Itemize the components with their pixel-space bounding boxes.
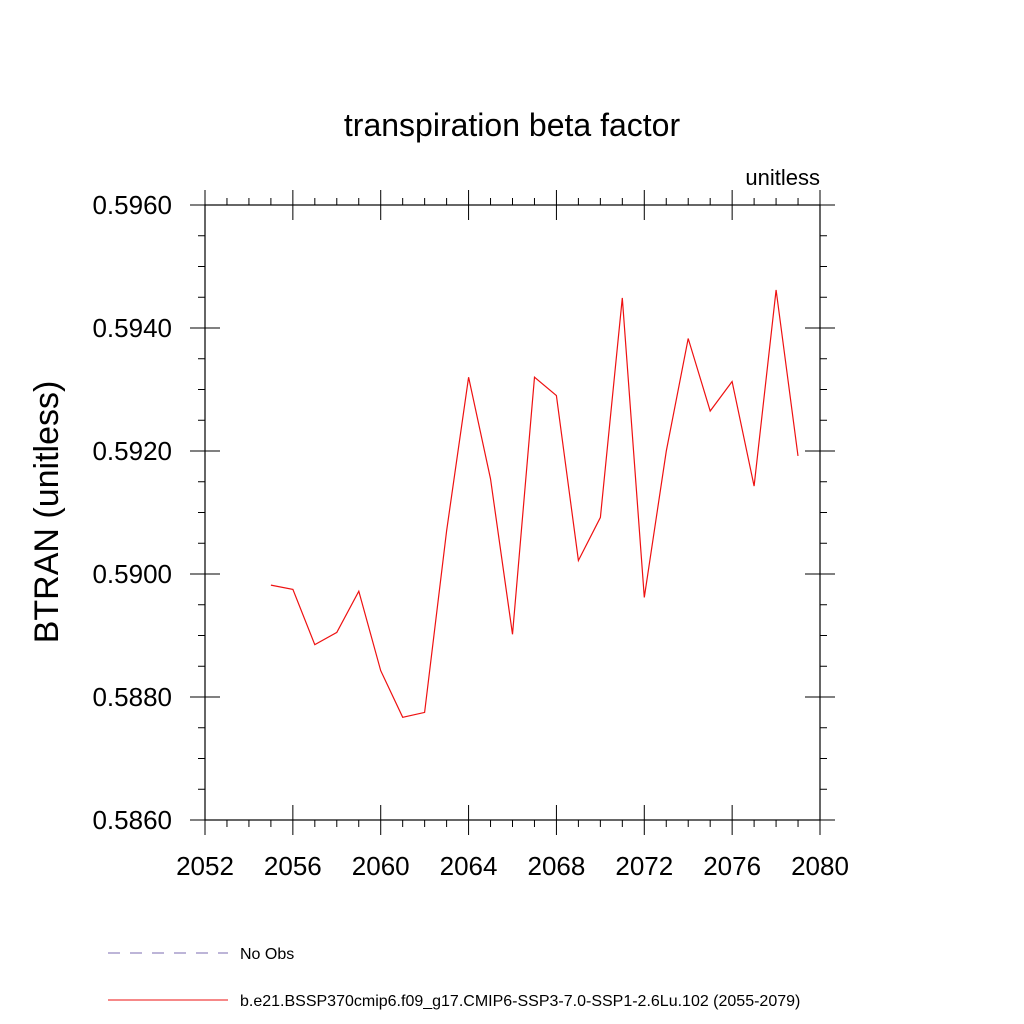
y-tick-label: 0.5860: [92, 805, 172, 835]
units-label: unitless: [745, 165, 820, 190]
legend-label: No Obs: [240, 946, 294, 963]
series-line: [270, 289, 799, 718]
y-tick-label: 0.5880: [92, 682, 172, 712]
x-tick-label: 2076: [703, 851, 761, 881]
y-tick-label: 0.5960: [92, 190, 172, 220]
y-tick-label: 0.5940: [92, 313, 172, 343]
legend-label: b.e21.BSSP370cmip6.f09_g17.CMIP6-SSP3-7.…: [240, 993, 800, 1010]
x-tick-label: 2052: [176, 851, 234, 881]
x-tick-label: 2056: [264, 851, 322, 881]
chart-title: transpiration beta factor: [344, 107, 681, 143]
legend: No Obs b.e21.BSSP370cmip6.f09_g17.CMIP6-S…: [108, 946, 800, 1010]
x-tick-label: 2064: [440, 851, 498, 881]
series-lines: [270, 289, 799, 718]
plot-frame: [204, 204, 821, 821]
x-tick-label: 2068: [528, 851, 586, 881]
x-tick-label: 2080: [791, 851, 849, 881]
y-tick-label: 0.5900: [92, 559, 172, 589]
axes: 2052 2056 2060 2064 2068 2072 2076 2080 0.5860 0.…: [92, 190, 849, 881]
x-tick-label: 2072: [615, 851, 673, 881]
y-tick-label: 0.5920: [92, 436, 172, 466]
y-axis-label: BTRAN (unitless): [28, 381, 66, 644]
x-tick-label: 2060: [352, 851, 410, 881]
